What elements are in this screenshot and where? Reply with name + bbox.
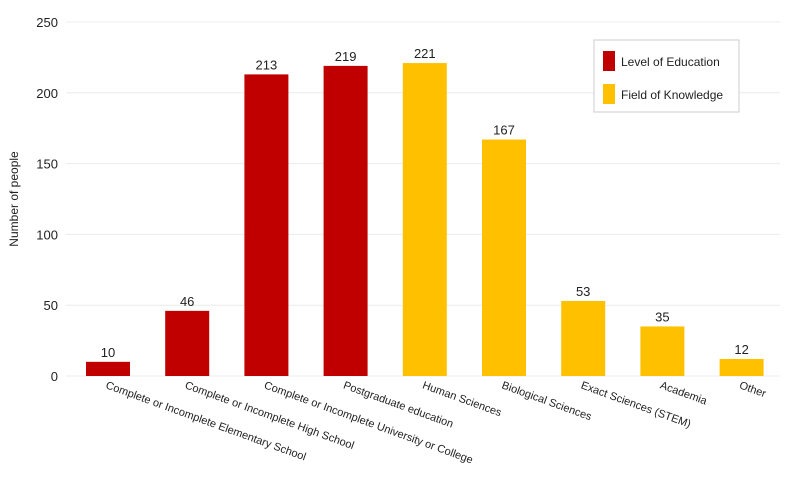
bar — [719, 359, 764, 376]
bar — [402, 63, 447, 377]
data-label: 221 — [414, 46, 436, 61]
x-category-label: Other — [738, 380, 768, 401]
y-axis-title: Number of people — [7, 151, 21, 247]
data-label: 46 — [180, 294, 194, 309]
legend-box — [593, 39, 740, 113]
legend-swatch-field-of-knowledge — [603, 84, 615, 104]
bar — [482, 139, 526, 376]
data-labels: 10 46 213 219 221 167 53 35 12 — [101, 46, 749, 360]
legend-label-field-of-knowledge: Field of Knowledge — [621, 88, 723, 102]
y-tick-label: 250 — [36, 15, 58, 30]
bar — [561, 300, 606, 376]
y-tick-label: 150 — [36, 157, 58, 172]
bar — [244, 74, 289, 376]
data-label: 53 — [576, 284, 590, 299]
y-tick-label: 100 — [36, 227, 58, 242]
x-category-label: Biological Sciences — [500, 380, 594, 424]
bar — [165, 310, 210, 376]
legend: Level of Education Field of Knowledge — [593, 39, 740, 113]
y-tick-label: 50 — [44, 298, 58, 313]
data-label: 10 — [101, 345, 115, 360]
bar — [86, 361, 130, 376]
y-tick-label: 0 — [51, 369, 58, 384]
bar — [640, 326, 685, 376]
y-axis-ticks: 0 50 100 150 200 250 — [36, 15, 58, 384]
data-label: 213 — [256, 57, 278, 72]
data-label: 12 — [734, 342, 748, 357]
legend-swatch-level-of-education — [603, 51, 615, 71]
x-category-label: Academia — [658, 380, 709, 408]
data-label: 219 — [335, 49, 357, 64]
data-label: 35 — [655, 309, 669, 324]
bars — [86, 63, 764, 377]
x-axis-categories: Complete or Incomplete Elementary School… — [104, 380, 768, 467]
y-tick-label: 200 — [36, 86, 58, 101]
legend-label-level-of-education: Level of Education — [621, 55, 720, 69]
bar — [323, 65, 368, 377]
data-label: 167 — [493, 123, 515, 138]
